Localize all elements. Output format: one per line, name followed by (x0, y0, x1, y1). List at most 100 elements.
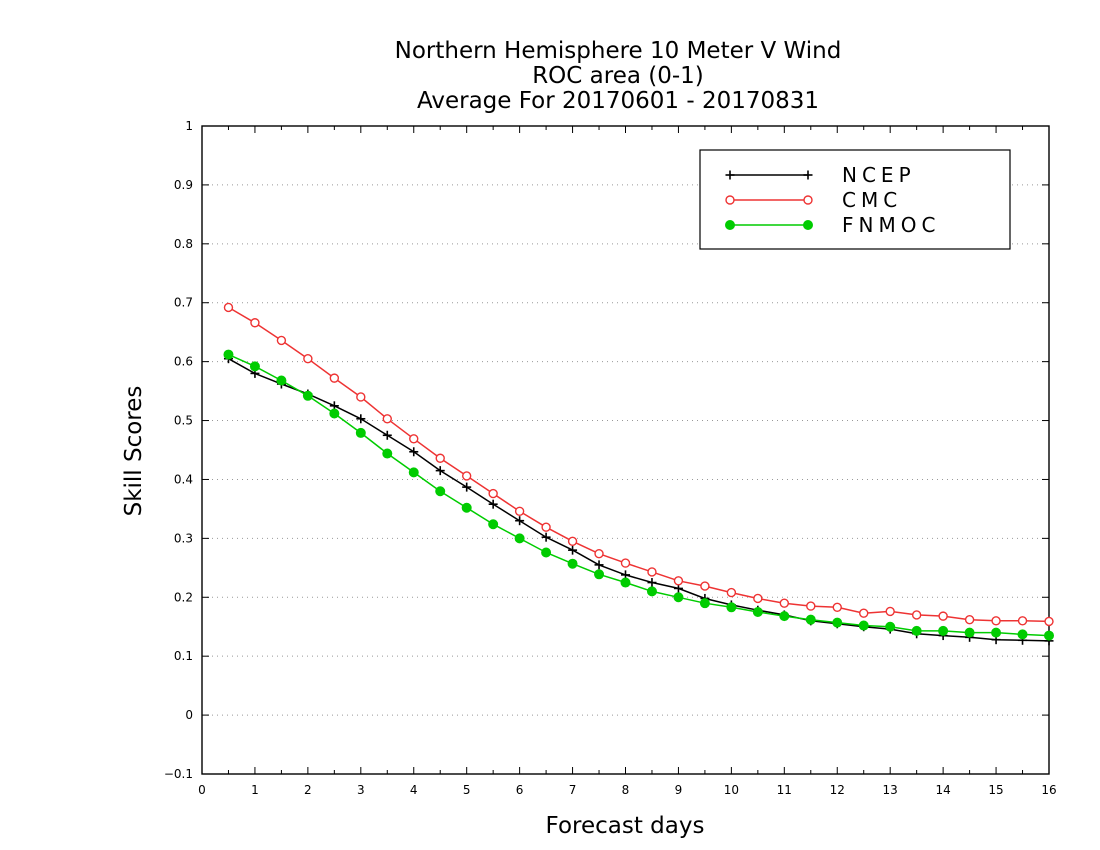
x-tick-label: 14 (935, 783, 950, 797)
series-fnmoc-line (228, 353, 1050, 637)
series-fnmoc-point-marker (620, 577, 631, 588)
series-fnmoc-point-marker (382, 448, 393, 459)
y-tick-label: −0.1 (164, 767, 193, 781)
series-fnmoc-point-marker (302, 390, 313, 401)
series-fnmoc-point-marker (223, 349, 234, 360)
legend-item-fnmoc: FNMOC (725, 213, 940, 237)
series-fnmoc-point-marker (858, 620, 869, 631)
series-fnmoc-point-marker (541, 547, 552, 558)
series-cmc-point-marker (779, 598, 790, 608)
chart-title-line-2: ROC area (0-1) (532, 63, 704, 89)
x-tick-label: 7 (569, 783, 577, 797)
series-cmc-point-marker (806, 601, 816, 611)
series-fnmoc-point-marker (805, 614, 816, 625)
y-tick-label: 0.6 (174, 355, 193, 369)
series-fnmoc-point-marker (699, 598, 710, 609)
series-fnmoc-point-marker (673, 592, 684, 603)
series-fnmoc-point-marker (832, 617, 843, 628)
y-axis-label: Skill Scores (121, 386, 147, 517)
series-ncep (223, 354, 1054, 646)
series-fnmoc-point-marker (752, 607, 763, 617)
series-cmc-point-marker (938, 611, 948, 621)
x-tick-label: 12 (830, 783, 845, 797)
y-tick-label: 0.9 (174, 178, 193, 192)
series-ncep-point-marker (541, 532, 551, 542)
series-cmc-line (228, 306, 1050, 623)
series-cmc-point-marker (250, 318, 260, 328)
series-fnmoc-point-marker (964, 627, 975, 638)
x-tick-label: 13 (883, 783, 898, 797)
y-tick-label: 1 (185, 119, 193, 133)
series-cmc-point-marker (594, 548, 604, 559)
legend-fnmoc-right-marker (803, 220, 813, 230)
series-fnmoc-point-marker (567, 558, 578, 569)
series-ncep-point-marker (435, 466, 445, 476)
y-tick-label: 0.1 (174, 649, 193, 663)
x-tick-label: 16 (1041, 783, 1056, 797)
series-cmc-point-marker (859, 608, 869, 618)
series-ncep-point-marker (462, 482, 472, 492)
series-cmc-point-marker (409, 434, 419, 444)
series-cmc-point-marker (673, 576, 684, 586)
series-fnmoc-point-marker (1044, 630, 1054, 641)
series-cmc-point-marker (567, 536, 578, 547)
series-fnmoc-point-marker (461, 502, 472, 513)
series-cmc-point-marker (329, 373, 340, 383)
series-fnmoc-point-marker (249, 361, 260, 372)
series-cmc-point-marker (647, 567, 657, 577)
legend-fnmoc-label: FNMOC (842, 213, 940, 237)
series-cmc-point-marker (1017, 616, 1028, 626)
series-cmc-point-marker (461, 471, 472, 481)
series-cmc-point-marker (435, 453, 445, 463)
series-fnmoc-point-marker (435, 486, 446, 497)
series-ncep-point-marker (409, 447, 419, 457)
series-ncep-point-marker (488, 499, 498, 509)
series-ncep-point-marker (594, 560, 604, 570)
legend-item-cmc: CMC (725, 188, 902, 212)
y-tick-label: 0.2 (174, 590, 193, 604)
series-fnmoc-point-marker (938, 625, 949, 636)
legend-ncep-label: NCEP (842, 163, 916, 187)
series-ncep-point-marker (568, 545, 578, 555)
x-tick-label: 2 (304, 783, 312, 797)
series-cmc-point-marker (885, 606, 895, 617)
legend-ncep-right-marker (803, 170, 813, 180)
series-fnmoc-point-marker (726, 602, 737, 613)
x-tick-label: 0 (198, 783, 206, 797)
x-tick-label: 3 (357, 783, 365, 797)
x-axis-label: Forecast days (546, 813, 705, 839)
legend-fnmoc-left-marker (725, 220, 735, 230)
series-cmc-point-marker (382, 414, 392, 424)
series-fnmoc-point-marker (408, 467, 419, 478)
series-fnmoc-point-marker (646, 586, 657, 597)
chart-title-line-1: Northern Hemisphere 10 Meter V Wind (395, 38, 842, 64)
x-tick-label: 15 (988, 783, 1003, 797)
x-tick-label: 6 (516, 783, 524, 797)
y-tick-label: 0.8 (174, 237, 193, 251)
legend-cmc-left-marker (725, 195, 735, 205)
y-tick-label: 0 (185, 708, 193, 722)
series-cmc-point-marker (991, 616, 1001, 626)
series-cmc-point-marker (514, 506, 525, 516)
data-series (223, 302, 1054, 646)
x-tick-label: 5 (463, 783, 471, 797)
series-cmc-point-marker (620, 558, 631, 568)
legend-cmc-right-marker (803, 195, 813, 205)
legend-cmc-label: CMC (842, 188, 902, 212)
series-fnmoc-point-marker (329, 408, 340, 419)
x-tick-label: 10 (724, 783, 739, 797)
series-cmc-point-marker (276, 335, 287, 346)
series-fnmoc-point-marker (911, 625, 922, 636)
series-cmc-point-marker (700, 581, 710, 591)
x-tick-label: 4 (410, 783, 418, 797)
series-fnmoc (223, 349, 1054, 641)
series-fnmoc-point-marker (488, 519, 499, 530)
series-fnmoc-point-marker (514, 533, 525, 544)
series-cmc-point-marker (356, 392, 366, 402)
series-cmc-point-marker (911, 610, 922, 620)
series-ncep-point-marker (647, 578, 657, 588)
series-fnmoc-point-marker (991, 627, 1002, 638)
series-fnmoc-point-marker (1017, 629, 1028, 640)
series-cmc-point-marker (303, 353, 313, 364)
series-cmc (223, 302, 1054, 627)
